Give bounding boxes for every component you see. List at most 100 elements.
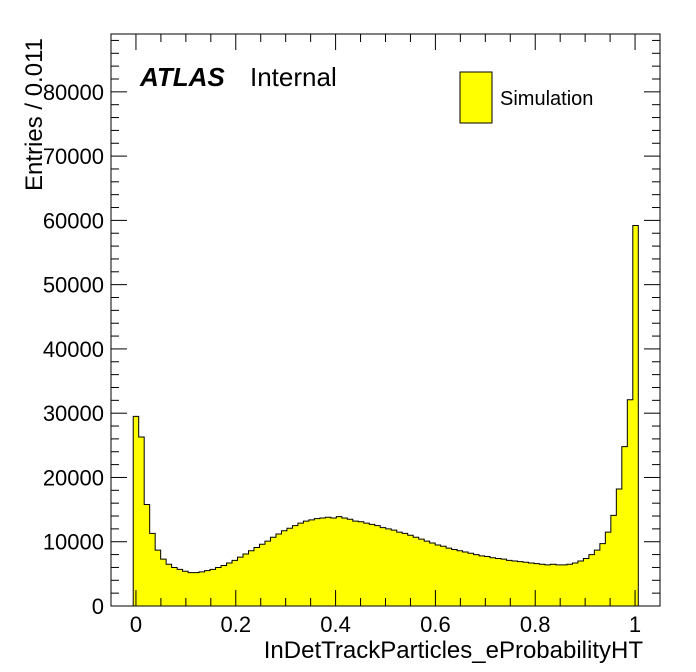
y-axis-title: Entries / 0.011	[21, 38, 48, 191]
histogram-bar	[402, 533, 409, 606]
histogram-bar	[325, 517, 332, 606]
x-tick-label: 0.4	[320, 612, 351, 637]
histogram-bar	[264, 541, 271, 606]
histogram-bar	[292, 525, 299, 606]
legend: Simulation	[459, 71, 593, 124]
atlas-label: ATLAS	[139, 62, 225, 92]
histogram-bar	[583, 558, 590, 606]
histogram-bar	[512, 561, 518, 606]
histogram-bar	[479, 555, 485, 606]
y-tick-label: 10000	[43, 530, 104, 555]
histogram-bar	[232, 560, 238, 606]
histogram-bar	[484, 556, 491, 606]
histogram-bar	[457, 550, 463, 606]
histogram-bar	[259, 544, 266, 606]
histogram-bar	[544, 564, 551, 606]
legend-swatch	[459, 71, 493, 124]
histogram-bar	[155, 550, 161, 606]
histogram-bar	[605, 532, 612, 606]
histogram-bar	[468, 553, 474, 606]
histogram-bar	[429, 543, 436, 606]
histogram-bar	[473, 554, 480, 606]
histogram-bar	[149, 533, 156, 606]
histogram-bar	[577, 561, 584, 606]
histogram-bar	[572, 562, 579, 606]
histogram-bar	[451, 549, 458, 606]
histogram-bar	[632, 225, 639, 606]
histogram-bar	[588, 554, 595, 606]
histogram-bar	[380, 527, 387, 606]
y-tick-label: 20000	[43, 465, 104, 490]
histogram-bar	[369, 524, 376, 606]
histogram-bar	[501, 559, 507, 606]
histogram-bar	[517, 561, 524, 606]
plot-frame	[110, 33, 661, 607]
histogram-bar	[495, 558, 502, 606]
histogram-bar	[275, 534, 282, 606]
y-tick-label: 70000	[43, 144, 104, 169]
y-tick-label: 40000	[43, 337, 104, 362]
histogram-bar	[621, 446, 628, 606]
histogram-bar	[303, 521, 310, 606]
histogram-bar	[385, 528, 392, 606]
histogram-bar	[166, 564, 172, 606]
histogram-bar	[391, 530, 398, 606]
histogram-bar	[253, 547, 260, 606]
y-tick-label: 80000	[43, 80, 104, 105]
histogram-bar	[616, 489, 623, 606]
histogram-bar	[528, 562, 535, 606]
histogram-bar	[270, 537, 277, 606]
histogram-bar	[435, 544, 441, 606]
histogram-bar	[221, 565, 227, 606]
histogram-bar	[314, 518, 321, 606]
x-tick-label: 1	[629, 612, 641, 637]
histogram-bar	[281, 530, 288, 606]
x-axis-title: InDetTrackParticles_eProbabilityHT	[264, 637, 644, 664]
histogram-bar	[286, 528, 293, 606]
y-tick-label: 60000	[43, 208, 104, 233]
histogram-bar	[610, 515, 617, 606]
histogram-bar	[215, 567, 222, 606]
histogram-bar	[363, 523, 370, 606]
histogram-bar	[210, 569, 216, 606]
histogram-bar	[347, 519, 354, 606]
axis-ticks	[110, 34, 661, 607]
y-tick-label: 50000	[43, 273, 104, 298]
histogram-bar	[199, 571, 205, 606]
histogram-bar	[243, 553, 249, 606]
histogram-bar	[144, 504, 150, 606]
histogram-bar	[522, 562, 529, 606]
histogram-bar	[550, 564, 557, 606]
histogram-bar	[446, 548, 452, 606]
histogram-bar	[160, 559, 167, 606]
x-tick-label: 0	[130, 612, 142, 637]
histogram-bar	[462, 552, 469, 606]
histogram-bar	[555, 564, 562, 606]
histogram-bar	[358, 521, 365, 606]
histogram-bar	[352, 521, 359, 606]
histogram-bar	[188, 572, 194, 606]
histogram-bar	[204, 570, 211, 606]
legend-label: Simulation	[500, 88, 593, 110]
histogram-bars	[133, 225, 639, 606]
histogram-bar	[341, 517, 348, 606]
x-tick-label: 0.6	[420, 612, 451, 637]
y-tick-labels: 0 10000 20000 30000 40000 50000 60000 70000 8000…	[43, 80, 104, 619]
histogram-bar	[330, 517, 337, 606]
x-tick-labels: 0 0.2 0.4 0.6 0.8 1	[130, 612, 641, 637]
histogram-bar	[413, 537, 419, 606]
histogram-bar	[627, 399, 634, 606]
histogram-bar	[374, 525, 381, 606]
x-tick-label: 0.2	[220, 612, 251, 637]
histogram-bar	[594, 550, 601, 606]
histogram-bar	[297, 523, 304, 606]
histogram-bar	[182, 571, 189, 606]
histogram-bar	[226, 562, 233, 606]
histogram-bar	[490, 557, 496, 606]
histogram-bar	[248, 550, 255, 606]
histogram-bar	[561, 564, 568, 606]
x-tick-label: 0.8	[520, 612, 551, 637]
histogram-bar	[319, 517, 326, 606]
histogram-bar	[533, 563, 540, 606]
